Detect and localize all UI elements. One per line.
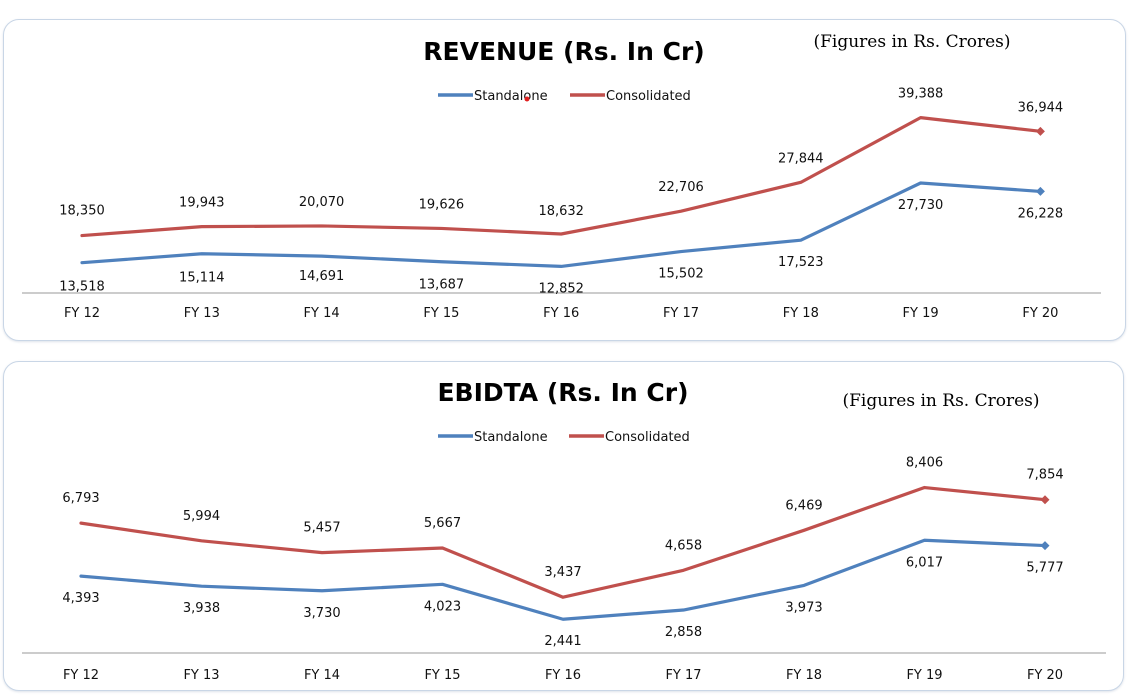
figures-note: (Figures in Rs. Crores) xyxy=(813,32,1010,52)
end-marker-standalone xyxy=(1035,186,1045,196)
data-label-standalone: 3,973 xyxy=(785,600,822,615)
end-marker-consolidated xyxy=(1035,126,1045,136)
data-label-consolidated: 5,994 xyxy=(183,509,220,524)
legend-label-consolidated: Consolidated xyxy=(606,89,691,104)
x-tick-label: FY 20 xyxy=(1022,306,1058,321)
data-label-consolidated: 22,706 xyxy=(658,180,704,195)
data-label-standalone: 27,730 xyxy=(898,198,944,213)
x-tick-label: FY 19 xyxy=(906,668,942,683)
x-tick-label: FY 13 xyxy=(184,306,220,321)
data-label-standalone: 4,393 xyxy=(62,591,99,606)
x-tick-label: FY 14 xyxy=(304,668,340,683)
data-label-standalone: 13,687 xyxy=(419,278,465,293)
x-tick-label: FY 19 xyxy=(903,306,939,321)
x-tick-label: FY 17 xyxy=(665,668,701,683)
data-label-standalone: 15,114 xyxy=(179,271,225,286)
data-label-standalone: 26,228 xyxy=(1018,206,1064,221)
legend-label-standalone: Standalone xyxy=(474,430,548,445)
x-tick-label: FY 14 xyxy=(304,306,340,321)
data-label-consolidated: 18,632 xyxy=(538,204,584,219)
data-label-consolidated: 27,844 xyxy=(778,151,824,166)
x-tick-label: FY 20 xyxy=(1027,668,1063,683)
data-label-consolidated: 6,469 xyxy=(785,498,822,513)
data-label-consolidated: 8,406 xyxy=(906,456,943,471)
legend-marker-dot xyxy=(524,96,530,102)
ebidta-chart: EBIDTA (Rs. In Cr) (Figures in Rs. Crores… xyxy=(22,378,1106,683)
x-tick-label: FY 16 xyxy=(545,668,581,683)
series-line-standalone xyxy=(80,181,1043,269)
ebidta-chart-panel xyxy=(3,361,1124,691)
series-line-consolidated xyxy=(79,485,1047,599)
data-label-standalone: 2,858 xyxy=(665,625,702,640)
x-tick-label: FY 15 xyxy=(424,668,460,683)
data-label-standalone: 13,518 xyxy=(59,280,105,295)
end-marker-consolidated xyxy=(1040,495,1050,505)
x-tick-label: FY 13 xyxy=(183,668,219,683)
data-label-consolidated: 36,944 xyxy=(1018,100,1064,115)
data-label-standalone: 17,523 xyxy=(778,255,824,270)
legend-label-consolidated: Consolidated xyxy=(605,430,690,445)
x-tick-label: FY 17 xyxy=(663,306,699,321)
x-tick-label: FY 16 xyxy=(543,306,579,321)
data-label-standalone: 15,502 xyxy=(658,267,704,282)
data-label-consolidated: 5,667 xyxy=(424,516,461,531)
data-label-consolidated: 7,854 xyxy=(1026,468,1063,483)
chart-title: REVENUE (Rs. In Cr) xyxy=(423,37,704,66)
x-tick-label: FY 12 xyxy=(63,668,99,683)
data-label-consolidated: 18,350 xyxy=(59,204,105,219)
x-tick-label: FY 18 xyxy=(783,306,819,321)
data-label-standalone: 12,852 xyxy=(538,281,584,296)
end-marker-standalone xyxy=(1040,541,1050,551)
data-label-standalone: 6,017 xyxy=(906,555,943,570)
figures-note: (Figures in Rs. Crores) xyxy=(842,391,1039,411)
chart-title: EBIDTA (Rs. In Cr) xyxy=(437,378,688,407)
data-label-standalone: 2,441 xyxy=(544,634,581,649)
data-label-consolidated: 3,437 xyxy=(544,565,581,580)
data-label-consolidated: 20,070 xyxy=(299,195,345,210)
data-label-standalone: 4,023 xyxy=(424,599,461,614)
data-label-consolidated: 4,658 xyxy=(665,538,702,553)
legend-label-standalone: Standalone xyxy=(474,89,548,104)
data-label-consolidated: 5,457 xyxy=(303,521,340,536)
data-label-standalone: 14,691 xyxy=(299,269,345,284)
data-label-consolidated: 19,626 xyxy=(419,197,465,212)
x-tick-label: FY 12 xyxy=(64,306,100,321)
data-label-standalone: 5,777 xyxy=(1026,561,1063,576)
revenue-chart: REVENUE (Rs. In Cr) (Figures in Rs. Crore… xyxy=(22,32,1101,321)
data-label-consolidated: 19,943 xyxy=(179,196,225,211)
data-label-standalone: 3,938 xyxy=(183,601,220,616)
data-label-standalone: 3,730 xyxy=(303,606,340,621)
x-tick-label: FY 18 xyxy=(786,668,822,683)
x-tick-label: FY 15 xyxy=(423,306,459,321)
data-label-consolidated: 6,793 xyxy=(62,491,99,506)
revenue-chart-panel xyxy=(3,19,1126,341)
data-label-consolidated: 39,388 xyxy=(898,87,944,102)
